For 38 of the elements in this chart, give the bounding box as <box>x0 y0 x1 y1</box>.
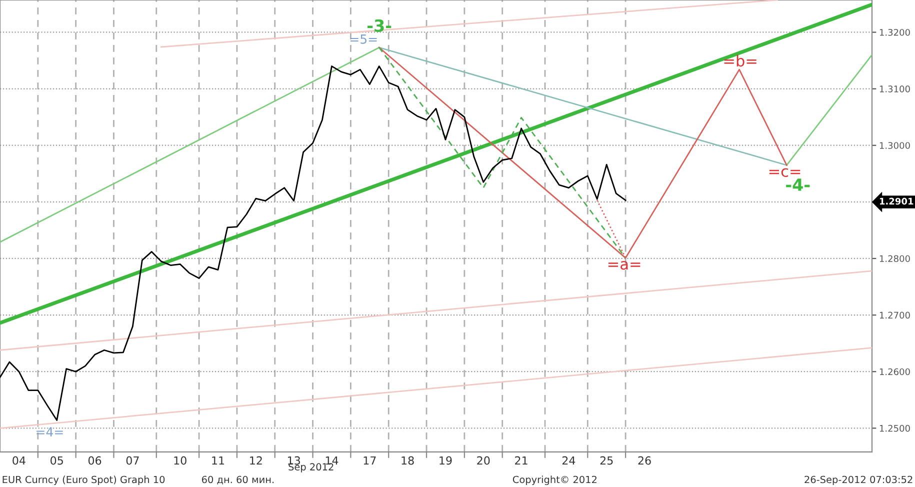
x-tick-label: 26 <box>638 456 651 465</box>
x-tick-label: 20 <box>477 456 490 465</box>
x-tick-label: 13 <box>288 456 300 465</box>
x-tick-label: 05 <box>50 456 63 465</box>
x-tick-label: 24 <box>562 456 576 465</box>
text: 1.2901 <box>880 198 914 205</box>
annotation: =a= <box>608 260 640 270</box>
annotation: =5= <box>350 34 377 44</box>
x-tick-label: 19 <box>440 456 452 465</box>
annotation: =4= <box>36 427 63 436</box>
x-tick-label: 14 <box>326 456 338 465</box>
x-tick-label: 10 <box>174 456 186 465</box>
x-tick-label: 21 <box>515 456 528 465</box>
x-tick-label: 06 <box>88 456 102 465</box>
x-tick-label: 17 <box>364 456 376 465</box>
x-tick-label: 04 <box>12 456 26 465</box>
annotation: -4- <box>786 178 810 191</box>
text: 26-Sep-2012 07:03:52 <box>804 476 912 486</box>
x-tick-label: 18 <box>402 456 414 465</box>
annotation: =b= <box>724 54 756 67</box>
y-tick-label: 1.2700 <box>880 312 910 319</box>
y-tick-label: 1.2800 <box>880 255 910 262</box>
y-tick-label: 1.2600 <box>880 368 910 376</box>
text: 60 дн. 60 мин. <box>202 476 274 484</box>
x-tick-label: 25 <box>600 456 613 465</box>
line-series <box>378 46 626 259</box>
y-tick-label: 1.2500 <box>880 424 910 432</box>
x-tick-label: 07 <box>126 456 139 465</box>
annotation: =c= <box>769 168 800 177</box>
x-tick-label: 12 <box>250 456 262 465</box>
x-tick-label: 11 <box>212 456 224 465</box>
y-tick-label: 1.3200 <box>880 28 910 36</box>
y-tick-label: 1.3100 <box>880 86 910 92</box>
text: Sep 2012 <box>288 463 334 472</box>
text: Copyright© 2012 <box>512 476 596 486</box>
text: EUR Curncy (Euro Spot) Graph 10 <box>2 476 165 486</box>
y-tick-label: 1.3000 <box>880 142 910 149</box>
annotation: -3- <box>368 19 392 32</box>
